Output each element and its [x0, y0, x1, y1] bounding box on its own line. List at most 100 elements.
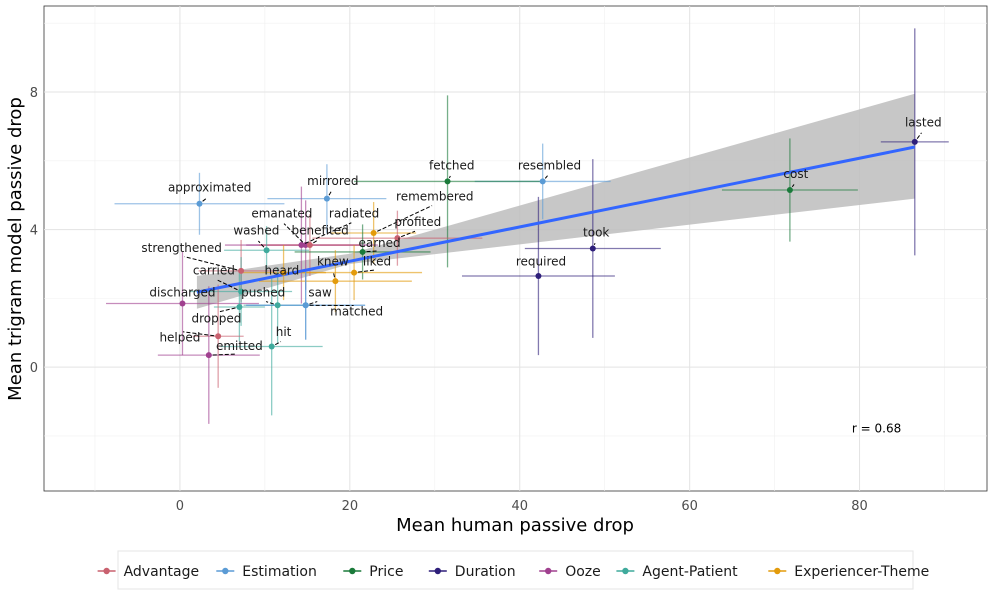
point-emitted [205, 352, 212, 359]
point-resembled [539, 178, 546, 185]
leader-line-resembled [544, 175, 548, 179]
leader-line-mirrored [328, 191, 332, 196]
leader-line-strengthened [184, 256, 238, 271]
panel-border [43, 5, 988, 492]
leader-line-carried [216, 279, 238, 291]
point-emanated [302, 242, 309, 249]
point-label-profited: profited [394, 215, 441, 229]
legend-label-price: Price [369, 564, 403, 580]
point-label-discharged: discharged [149, 286, 215, 300]
point-label-fetched: fetched [429, 158, 475, 172]
legend-key-dot-experiencer-theme [774, 567, 781, 575]
point-label-benefited: benefited [291, 224, 348, 238]
grid-major [44, 6, 987, 491]
leader-line-approximated [202, 197, 208, 202]
regression-line [196, 145, 916, 294]
point-lasted [911, 138, 918, 145]
point-discharged [179, 300, 186, 307]
legend-key-dot-advantage [103, 567, 110, 575]
legend-key-dot-agent-patient [622, 567, 629, 575]
point-label-liked: liked [363, 255, 391, 269]
point-liked [351, 269, 358, 276]
point-label-required: required [516, 255, 566, 269]
x-axis-title: Mean human passive drop [396, 515, 634, 536]
point-label-dropped: dropped [192, 311, 242, 325]
y-axis-title: Mean trigram model passive drop [5, 97, 26, 401]
point-mirrored [323, 195, 330, 202]
point-took [589, 245, 596, 252]
legend-label-ooze: Ooze [565, 564, 601, 580]
point-matched [302, 302, 309, 309]
leader-line-dropped [219, 307, 236, 313]
point-approximated [196, 200, 203, 207]
x-tick-label: 0 [176, 499, 184, 514]
point-label-knew: knew [317, 255, 349, 269]
point-strengthened [238, 267, 245, 274]
point-label-hit: hit [276, 325, 292, 339]
point-label-earned: earned [359, 236, 401, 250]
leader-line-took [593, 243, 596, 246]
leader-line-benefited [313, 239, 318, 244]
legend-key-dot-estimation [222, 567, 229, 575]
leader-line-emitted [212, 353, 237, 356]
point-label-lasted: lasted [905, 115, 942, 129]
point-label-approximated: approximated [168, 181, 251, 195]
point-label-saw: saw [308, 286, 332, 300]
point-radiated [298, 242, 305, 249]
legend-key-dot-duration [434, 567, 441, 575]
point-knew [332, 278, 339, 285]
y-tick-label: 0 [30, 361, 38, 376]
point-benefited [306, 242, 313, 249]
point-label-emitted: emitted [216, 339, 263, 353]
point-label-pushed: pushed [241, 286, 285, 300]
y-tick-label: 4 [30, 224, 38, 239]
point-label-emanated: emanated [251, 207, 312, 221]
leader-line-fetched [448, 175, 451, 179]
point-label-remembered: remembered [396, 189, 473, 203]
legend-label-duration: Duration [455, 564, 516, 580]
point-cost [786, 187, 793, 194]
regression-line-group [196, 145, 916, 294]
point-pushed [274, 302, 281, 309]
point-label-helped: helped [159, 330, 200, 344]
legend: Advantage Estimation Price Duration Ooze Agen… [97, 564, 929, 580]
point-label-resembled: resembled [518, 158, 581, 172]
y-tick-label: 8 [30, 86, 38, 101]
leader-line-cost [791, 184, 795, 188]
leader-line-emanated [283, 223, 304, 243]
legend-box [117, 550, 914, 590]
point-label-radiated: radiated [329, 207, 379, 221]
leader-line-pushed [265, 301, 274, 305]
leader-line-knew [333, 272, 336, 278]
point-required [535, 273, 542, 280]
point-profited [394, 235, 401, 242]
point-earned [359, 248, 366, 255]
leader-line-earned [366, 250, 377, 253]
tick-labels: 0 20 40 60 80 0 4 8 [30, 86, 868, 514]
point-helped [215, 333, 222, 340]
point-label-carried: carried [193, 263, 235, 277]
x-tick-label: 80 [851, 499, 868, 514]
legend-key-dot-ooze [545, 567, 552, 575]
points [179, 138, 918, 359]
legend-label-advantage: Advantage [124, 564, 200, 580]
point-label-matched: matched [330, 305, 383, 319]
point-dropped [236, 303, 243, 310]
x-tick-label: 40 [511, 499, 528, 514]
point-label-mirrored: mirrored [307, 174, 358, 188]
point-label-heard: heard [265, 263, 300, 277]
point-carried [238, 288, 245, 295]
legend-label-experiencer-theme: Experiencer-Theme [794, 564, 929, 580]
point-fetched [444, 178, 451, 185]
point-hit [268, 343, 275, 350]
leader-line-hit [274, 341, 282, 346]
point-label-cost: cost [783, 167, 808, 181]
point-remembered [370, 230, 377, 237]
point-washed [263, 247, 270, 254]
legend-key-dot-price [349, 567, 356, 575]
leader-line-liked [357, 269, 375, 273]
point-labels: lasted cost resembled fetched mirrored approx… [141, 115, 942, 356]
x-tick-label: 60 [681, 499, 698, 514]
leader-line-washed [258, 240, 265, 248]
